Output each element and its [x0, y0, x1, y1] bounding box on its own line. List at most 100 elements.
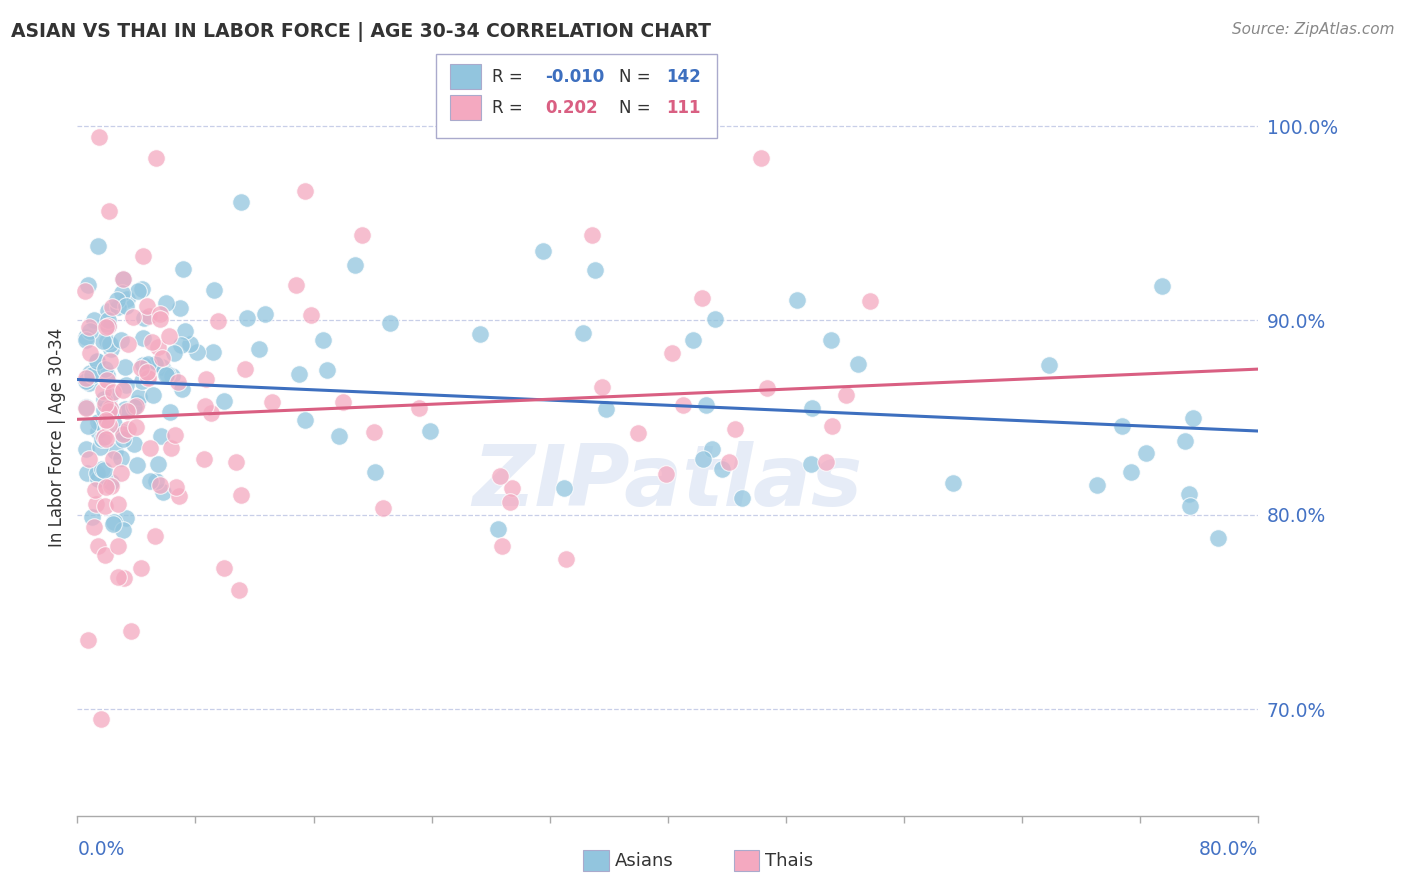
- Point: [343, 258, 366, 272]
- Point: [83, 520, 105, 534]
- Point: [1178, 499, 1201, 513]
- Point: [233, 362, 256, 376]
- Point: [165, 480, 187, 494]
- Point: [97, 204, 120, 219]
- Text: 0.0%: 0.0%: [77, 839, 125, 858]
- Point: [942, 476, 965, 491]
- Point: [682, 333, 704, 347]
- Point: [94, 362, 117, 376]
- Point: [90, 416, 112, 430]
- Point: [148, 340, 170, 354]
- Point: [94, 432, 117, 446]
- Point: [96, 373, 118, 387]
- Point: [80, 510, 103, 524]
- Point: [136, 370, 159, 384]
- Point: [122, 310, 145, 324]
- Point: [228, 582, 250, 597]
- Point: [122, 401, 145, 415]
- Point: [1182, 410, 1205, 425]
- Point: [111, 285, 134, 300]
- Point: [710, 462, 733, 476]
- Point: [363, 425, 385, 440]
- Point: [363, 465, 385, 479]
- Point: [139, 475, 162, 489]
- Point: [96, 416, 118, 430]
- Point: [101, 451, 124, 466]
- Text: ASIAN VS THAI IN LABOR FORCE | AGE 30-34 CORRELATION CHART: ASIAN VS THAI IN LABOR FORCE | AGE 30-34…: [11, 22, 711, 42]
- Point: [89, 441, 111, 455]
- Text: Asians: Asians: [614, 852, 673, 870]
- Point: [627, 425, 650, 440]
- Point: [717, 455, 740, 469]
- Point: [111, 425, 134, 440]
- Point: [93, 500, 115, 514]
- Point: [97, 318, 120, 333]
- Text: N =: N =: [619, 68, 655, 86]
- Point: [75, 284, 97, 298]
- Point: [79, 324, 101, 338]
- Point: [468, 327, 491, 342]
- Point: [127, 396, 149, 410]
- Point: [145, 358, 167, 372]
- Point: [1038, 358, 1060, 372]
- Point: [136, 357, 159, 371]
- Point: [100, 479, 122, 493]
- Point: [724, 422, 747, 436]
- Point: [821, 418, 844, 433]
- Point: [249, 342, 271, 356]
- Point: [93, 402, 115, 417]
- Point: [131, 283, 153, 297]
- Point: [112, 272, 135, 286]
- Point: [170, 382, 193, 396]
- Point: [75, 330, 97, 344]
- Point: [229, 195, 252, 210]
- Point: [138, 441, 160, 455]
- Point: [136, 299, 159, 313]
- Point: [132, 358, 155, 372]
- Point: [117, 421, 139, 435]
- Point: [114, 360, 136, 375]
- Point: [253, 308, 276, 322]
- Point: [491, 539, 513, 553]
- Point: [112, 432, 135, 446]
- Point: [186, 345, 208, 359]
- Point: [104, 443, 127, 458]
- Point: [1178, 487, 1201, 501]
- Point: [378, 316, 401, 330]
- Point: [132, 248, 155, 262]
- Point: [1111, 418, 1133, 433]
- Point: [149, 312, 172, 326]
- Point: [96, 480, 118, 494]
- Point: [294, 413, 316, 427]
- Point: [98, 337, 121, 351]
- Point: [79, 320, 101, 334]
- Point: [299, 308, 322, 322]
- Point: [150, 429, 173, 443]
- Point: [661, 346, 683, 360]
- Point: [751, 151, 773, 165]
- Point: [815, 455, 838, 469]
- Point: [152, 485, 174, 500]
- Point: [75, 442, 97, 456]
- Point: [159, 404, 181, 418]
- Point: [83, 313, 105, 327]
- Point: [194, 400, 217, 414]
- Point: [87, 239, 110, 253]
- Point: [101, 404, 124, 418]
- Point: [1135, 446, 1157, 460]
- Point: [352, 228, 374, 243]
- Point: [93, 463, 115, 477]
- Point: [408, 401, 430, 416]
- Point: [160, 368, 183, 383]
- Point: [91, 462, 114, 476]
- Point: [76, 633, 98, 648]
- Point: [581, 227, 603, 242]
- Point: [101, 517, 124, 532]
- Point: [80, 368, 103, 383]
- Point: [143, 528, 166, 542]
- Point: [835, 388, 858, 402]
- Point: [315, 363, 337, 377]
- Point: [87, 539, 110, 553]
- Point: [120, 624, 142, 638]
- Point: [800, 458, 823, 472]
